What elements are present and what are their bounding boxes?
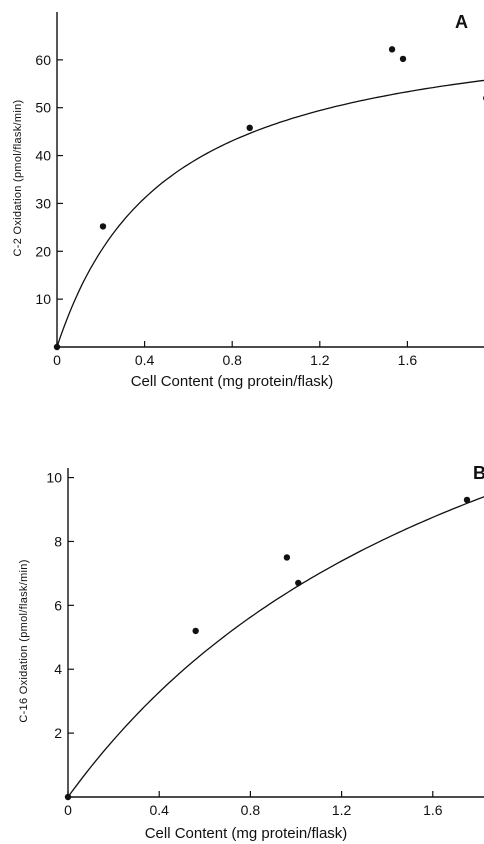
x-tick-label-a: 0 (53, 352, 61, 368)
y-tick-label-b: 2 (54, 725, 62, 741)
y-tick-label-a: 60 (35, 52, 51, 68)
data-point-a (246, 124, 253, 132)
fit-curve-a (56, 79, 484, 348)
y-tick-label-a: 50 (35, 100, 51, 116)
data-point-a (99, 223, 107, 230)
chart-panel-b: B Cell Content (mg protein/flask) C-16 O… (18, 463, 484, 842)
x-axis-label-a: Cell Content (mg protein/flask) (131, 373, 334, 390)
data-point-b (192, 627, 199, 635)
y-tick-label-a: 30 (35, 195, 51, 211)
x-tick-label-a: 1.6 (398, 352, 418, 368)
fit-curve-b (67, 496, 484, 798)
panel-label-b: B (473, 463, 484, 483)
y-axis-label-a: C-2 Oxidation (pmol/flask/min) (12, 100, 24, 257)
x-tick-label-b: 1.2 (332, 802, 352, 818)
y-tick-label-a: 10 (35, 291, 51, 307)
y-tick-label-b: 6 (54, 597, 62, 613)
y-axis-label-b: C-16 Oxidation (pmol/flask/min) (18, 559, 30, 722)
y-tick-label-b: 10 (46, 470, 62, 486)
data-point-b (463, 496, 471, 504)
x-tick-label-b: 0.8 (241, 802, 261, 818)
x-tick-label-b: 0 (64, 802, 72, 818)
data-point-a (388, 46, 396, 53)
x-tick-label-a: 0.8 (222, 352, 242, 368)
y-tick-label-b: 4 (54, 661, 62, 677)
x-tick-label-a: 0.4 (135, 352, 155, 368)
chart-panel-a: A Cell Content (mg protein/flask) C-2 Ox… (12, 12, 484, 390)
x-axis-label-b: Cell Content (mg protein/flask) (145, 825, 348, 842)
x-tick-label-a: 1.2 (310, 352, 330, 368)
y-tick-label-b: 8 (54, 533, 62, 549)
y-tick-label-a: 20 (35, 243, 51, 259)
x-tick-label-b: 0.4 (149, 802, 169, 818)
panel-label-a: A (455, 12, 468, 32)
data-point-a (399, 55, 407, 63)
data-point-b (283, 554, 291, 561)
data-point-b (295, 579, 302, 587)
x-tick-label-b: 1.6 (423, 802, 443, 818)
y-tick-label-a: 40 (35, 148, 51, 164)
data-point-b (64, 793, 72, 801)
data-point-a (53, 343, 61, 351)
